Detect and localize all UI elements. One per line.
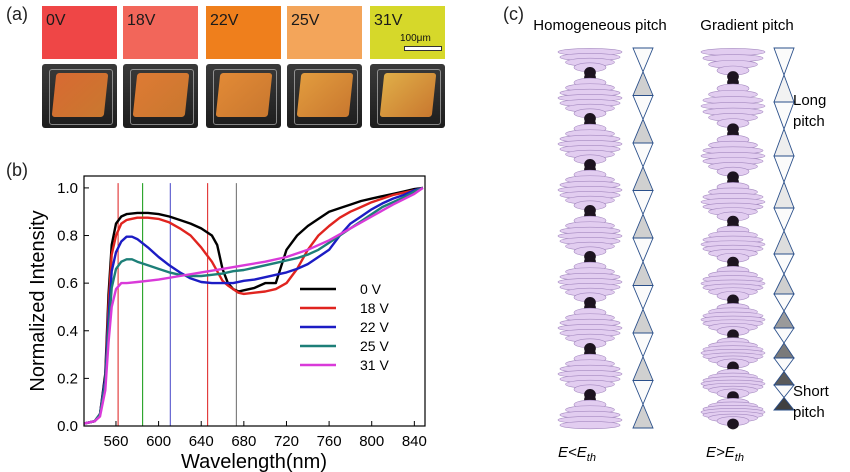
homogeneous-title: Homogeneous pitch — [533, 17, 666, 34]
voltage-label: 0V — [46, 12, 66, 29]
pitch-cone — [773, 101, 795, 131]
pitch-cone — [773, 253, 795, 276]
voltage-swatch: 0V — [42, 6, 117, 59]
pitch-cone — [773, 370, 795, 386]
pitch-cone — [632, 260, 654, 286]
short-pitch-label-line1: Short — [793, 383, 830, 400]
panel-label-a: (a) — [6, 4, 28, 24]
pitch-cone — [632, 332, 654, 358]
y-tick-label: 0.6 — [57, 275, 78, 292]
lc-molecule — [727, 418, 739, 430]
pitch-cone — [632, 213, 654, 239]
gradient-pitch-cones — [773, 47, 795, 411]
legend-label: 0 V — [360, 281, 382, 297]
pitch-cone — [632, 403, 654, 429]
pitch-cone — [632, 47, 654, 73]
plot-frame — [83, 175, 426, 427]
pitch-cone — [632, 237, 654, 263]
device-photo — [287, 64, 362, 128]
legend-label: 31 V — [360, 357, 389, 373]
device-photo — [206, 64, 281, 128]
pitch-cone — [773, 272, 795, 295]
pitch-cone — [632, 380, 654, 406]
x-tick-label: 720 — [274, 433, 299, 450]
voltage-label: 31V — [374, 12, 403, 29]
y-tick-label: 0.2 — [57, 370, 78, 387]
legend-label: 18 V — [360, 300, 389, 316]
long-pitch-label-line1: Long — [793, 92, 826, 109]
x-tick-label: 560 — [103, 433, 128, 450]
pitch-cone — [773, 180, 795, 209]
x-axis-label: Wavelength(nm) — [181, 451, 327, 472]
homogeneous-pitch-cones — [632, 47, 654, 429]
condition-left: E<Eth — [558, 444, 596, 464]
series-line — [83, 186, 424, 425]
pitch-cone — [773, 327, 795, 344]
voltage-swatch: 25V — [287, 6, 362, 59]
lc-molecule — [559, 421, 621, 430]
pitch-diagram: Homogeneous pitch Gradient pitch Long pi… — [533, 17, 830, 464]
pitch-cone — [773, 342, 795, 359]
series-line — [83, 186, 424, 425]
pitch-cone — [632, 308, 654, 334]
pitch-cone — [773, 229, 795, 255]
device-photo — [42, 64, 117, 128]
spectrum-chart: 560 600 640 680 720 760 800 840 0.0 0.2 0.4 0.6 0.8 1… — [27, 175, 427, 472]
voltage-swatch: 22V — [206, 6, 281, 59]
pitch-cone — [773, 47, 795, 77]
y-tick-label: 0.8 — [57, 228, 78, 245]
voltage-swatch: 31V 100μm — [370, 6, 445, 59]
panel-label-b: (b) — [6, 160, 28, 180]
x-tick-label: 840 — [402, 433, 427, 450]
pitch-cone — [632, 165, 654, 191]
device-photo — [123, 64, 198, 128]
legend: 0 V 18 V 22 V 25 V 31 V — [300, 281, 389, 373]
pitch-cone — [773, 73, 795, 103]
pitch-cone — [632, 355, 654, 381]
voltage-label: 25V — [291, 12, 320, 29]
pitch-cone — [773, 310, 795, 329]
pitch-cone — [632, 190, 654, 216]
y-axis-label: Normalized Intensity — [27, 210, 49, 391]
device-photo — [370, 64, 445, 128]
scale-bar — [404, 46, 442, 51]
series-line — [83, 186, 424, 425]
pitch-cone — [632, 70, 654, 96]
x-tick-label: 680 — [231, 433, 256, 450]
pitch-cone — [773, 293, 795, 312]
condition-right: E>Eth — [706, 444, 744, 464]
pitch-cone — [773, 155, 795, 184]
y-tick-label: 0.0 — [57, 418, 78, 435]
pitch-cone — [632, 142, 654, 168]
legend-label: 25 V — [360, 338, 389, 354]
short-pitch-label-line2: pitch — [793, 404, 825, 421]
gradient-molecules — [700, 48, 766, 430]
pitch-cone — [632, 118, 654, 144]
y-tick-label: 0.4 — [57, 323, 78, 340]
pitch-cone — [632, 285, 654, 311]
pitch-cone — [632, 95, 654, 121]
x-tick-label: 600 — [146, 433, 171, 450]
pitch-cone — [773, 127, 795, 157]
scale-bar-label: 100μm — [400, 33, 431, 44]
x-tick-label: 640 — [189, 433, 214, 450]
pitch-cone — [773, 357, 795, 373]
voltage-swatch: 18V — [123, 6, 198, 59]
panel-label-c: (c) — [503, 4, 524, 24]
long-pitch-label-line2: pitch — [793, 113, 825, 130]
pitch-cone — [773, 207, 795, 233]
legend-label: 22 V — [360, 319, 389, 335]
voltage-label: 22V — [210, 12, 239, 29]
x-tick-label: 800 — [359, 433, 384, 450]
gradient-title: Gradient pitch — [700, 17, 793, 34]
pitch-cone — [773, 396, 795, 411]
voltage-label: 18V — [127, 12, 156, 29]
pitch-cone — [773, 384, 795, 399]
y-tick-label: 1.0 — [57, 180, 78, 197]
x-tick-label: 760 — [317, 433, 342, 450]
homogeneous-molecules — [557, 48, 623, 430]
